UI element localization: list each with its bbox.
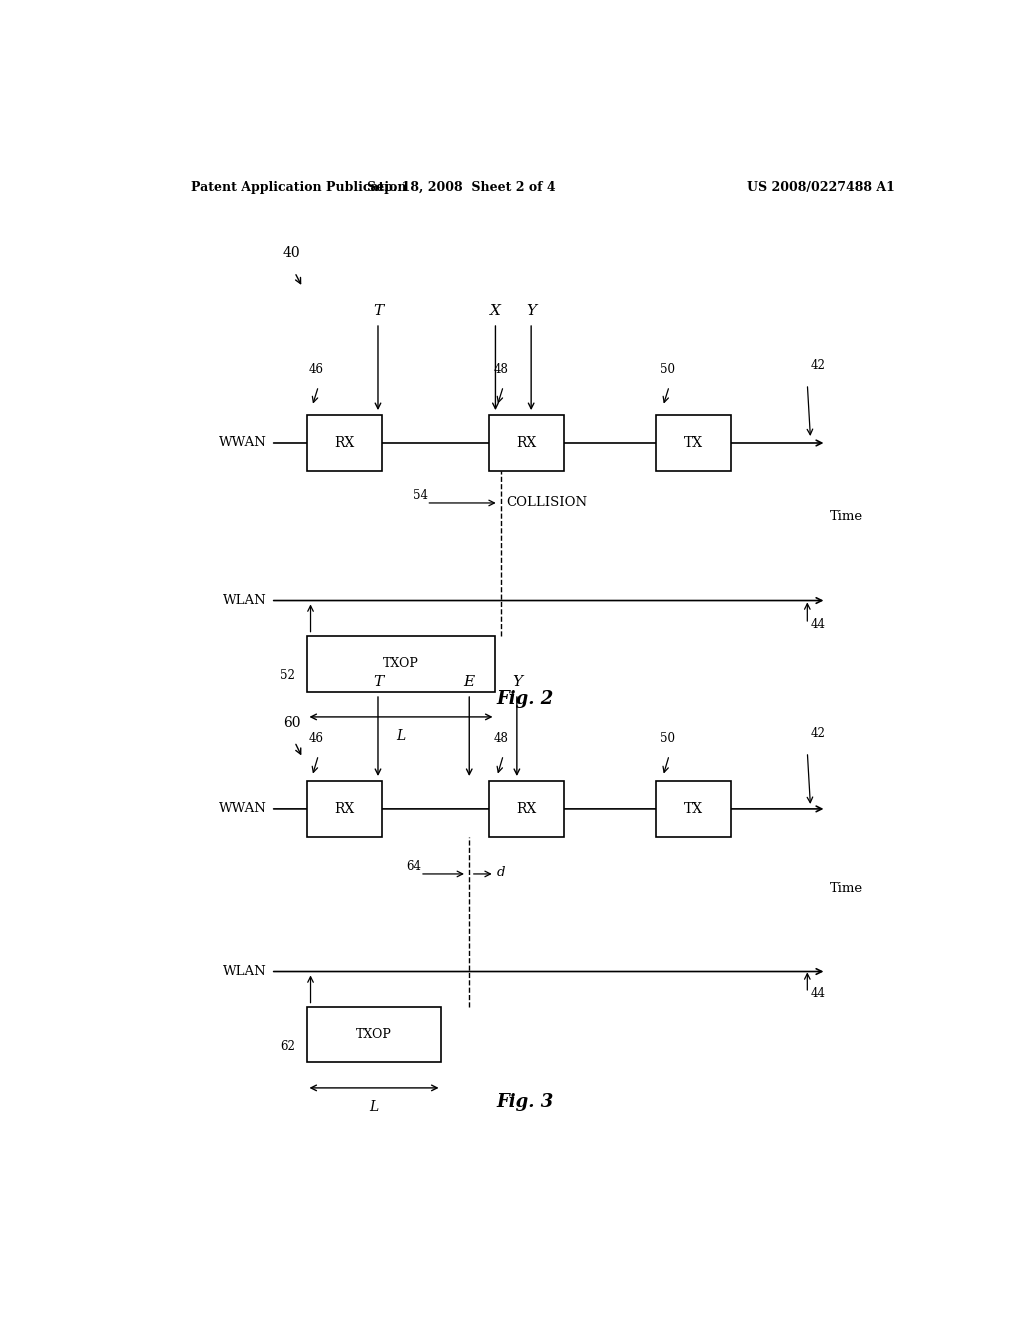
Text: 46: 46 <box>309 363 324 376</box>
Text: 44: 44 <box>811 987 825 1001</box>
Text: T: T <box>373 304 383 318</box>
FancyBboxPatch shape <box>655 414 731 471</box>
Text: RX: RX <box>517 436 537 450</box>
Text: L: L <box>370 1100 379 1114</box>
Text: 60: 60 <box>283 715 300 730</box>
Text: WWAN: WWAN <box>219 803 267 816</box>
FancyBboxPatch shape <box>655 781 731 837</box>
Text: TXOP: TXOP <box>356 1028 392 1041</box>
Text: 62: 62 <box>280 1040 295 1052</box>
Text: WLAN: WLAN <box>223 594 267 607</box>
Text: WLAN: WLAN <box>223 965 267 978</box>
Text: COLLISION: COLLISION <box>506 496 587 510</box>
Text: TX: TX <box>684 801 703 816</box>
Text: Sep. 18, 2008  Sheet 2 of 4: Sep. 18, 2008 Sheet 2 of 4 <box>367 181 556 194</box>
Text: d: d <box>497 866 506 879</box>
Text: 44: 44 <box>811 618 825 631</box>
Text: 48: 48 <box>494 731 509 744</box>
Text: 46: 46 <box>309 731 324 744</box>
FancyBboxPatch shape <box>306 781 382 837</box>
Text: 42: 42 <box>811 359 825 372</box>
Text: RX: RX <box>334 801 354 816</box>
Text: WWAN: WWAN <box>219 437 267 450</box>
Text: 54: 54 <box>413 490 428 503</box>
Text: 48: 48 <box>494 363 509 376</box>
Text: RX: RX <box>334 436 354 450</box>
Text: L: L <box>396 729 406 743</box>
Text: Fig. 2: Fig. 2 <box>497 690 553 708</box>
Text: 50: 50 <box>659 731 675 744</box>
Text: Time: Time <box>830 882 863 895</box>
FancyBboxPatch shape <box>489 414 564 471</box>
Text: RX: RX <box>517 801 537 816</box>
Text: 42: 42 <box>811 727 825 739</box>
FancyBboxPatch shape <box>489 781 564 837</box>
Text: Y: Y <box>526 304 537 318</box>
FancyBboxPatch shape <box>306 636 496 692</box>
Text: TXOP: TXOP <box>383 657 419 671</box>
Text: T: T <box>373 675 383 689</box>
Text: Patent Application Publication: Patent Application Publication <box>191 181 407 194</box>
Text: US 2008/0227488 A1: US 2008/0227488 A1 <box>748 181 895 194</box>
Text: Y: Y <box>512 675 522 689</box>
Text: 40: 40 <box>283 246 300 260</box>
Text: TX: TX <box>684 436 703 450</box>
Text: E: E <box>464 675 475 689</box>
Text: X: X <box>490 304 501 318</box>
FancyBboxPatch shape <box>306 1007 441 1063</box>
Text: Time: Time <box>830 510 863 523</box>
Text: 52: 52 <box>280 669 295 681</box>
Text: 50: 50 <box>659 363 675 376</box>
FancyBboxPatch shape <box>306 414 382 471</box>
Text: Fig. 3: Fig. 3 <box>497 1093 553 1110</box>
Text: 64: 64 <box>407 861 422 874</box>
